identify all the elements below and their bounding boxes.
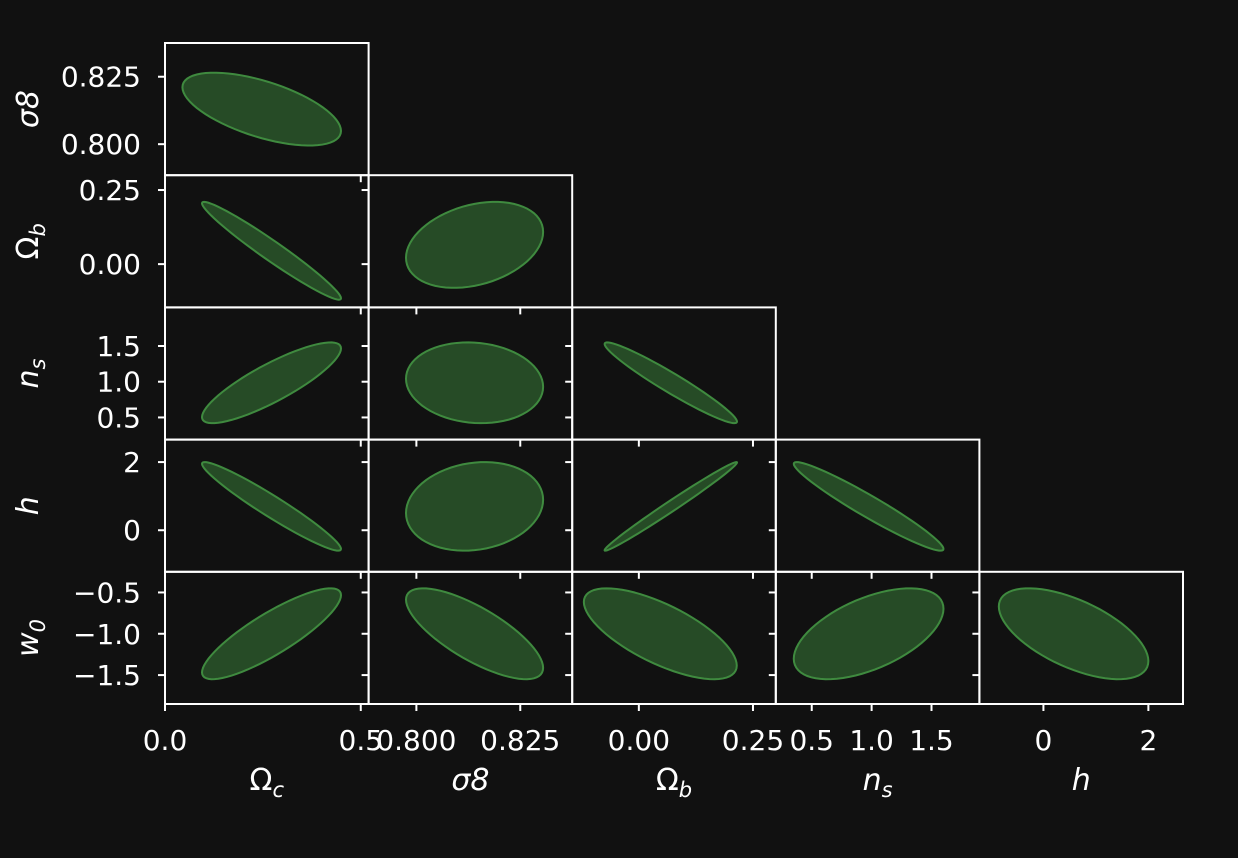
xaxis-label-h: h bbox=[1072, 763, 1091, 798]
xtick-label: 1.0 bbox=[849, 724, 894, 757]
yaxis-label-Ob: Ωb bbox=[11, 223, 50, 259]
ellipse-r2-c2 bbox=[603, 341, 739, 425]
xaxis-label-ns: ns bbox=[863, 763, 893, 802]
xtick-label: 0.0 bbox=[143, 724, 188, 757]
xtick-label: 0.25 bbox=[722, 724, 784, 757]
xtick-label: 0.00 bbox=[608, 724, 670, 757]
panel-frame-r4-c4 bbox=[978, 570, 1185, 705]
ytick-label: 0.5 bbox=[96, 401, 141, 434]
ytick-label: −1.5 bbox=[73, 659, 141, 692]
xaxis-label-s8: σ8 bbox=[451, 763, 489, 798]
ytick-label: 1.5 bbox=[96, 330, 141, 363]
xtick-label: 0.825 bbox=[480, 724, 560, 757]
ellipse-r4-c4 bbox=[997, 587, 1150, 681]
xtick-label: 0.5 bbox=[339, 724, 384, 757]
ellipse-r1-c1 bbox=[404, 200, 545, 289]
ytick-label: 1.0 bbox=[96, 366, 141, 399]
xtick-label: 0.5 bbox=[789, 724, 834, 757]
yaxis-label-w0: w0 bbox=[11, 619, 50, 657]
ellipse-r4-c3 bbox=[792, 587, 945, 681]
ellipse-r3-c2 bbox=[603, 461, 739, 552]
yaxis-label-h: h bbox=[11, 496, 46, 515]
ellipse-r3-c1 bbox=[404, 461, 545, 552]
ellipse-r4-c2 bbox=[582, 587, 738, 681]
ellipse-r2-c0 bbox=[200, 341, 343, 425]
xtick-label: 0.800 bbox=[376, 724, 456, 757]
ytick-label: 0.800 bbox=[61, 128, 141, 161]
ellipse-r3-c0 bbox=[200, 461, 343, 552]
ytick-label: −1.0 bbox=[73, 618, 141, 651]
ellipse-layer bbox=[181, 71, 1150, 681]
tick-layer bbox=[158, 75, 1150, 711]
ellipse-r0-c0 bbox=[181, 71, 343, 147]
label-layer: 0.8000.8250.000.250.51.01.502−0.5−1.0−1.… bbox=[11, 61, 1157, 802]
ytick-label: 0.00 bbox=[79, 248, 141, 281]
ellipse-r2-c1 bbox=[404, 341, 545, 425]
xaxis-label-Oc: Ωc bbox=[250, 763, 285, 802]
xaxis-label-Ob: Ωb bbox=[656, 763, 692, 802]
ytick-label: 0 bbox=[123, 514, 141, 547]
yaxis-label-ns: ns bbox=[11, 358, 50, 388]
ytick-label: −0.5 bbox=[73, 576, 141, 609]
ytick-label: 0.25 bbox=[79, 174, 141, 207]
ellipse-r4-c0 bbox=[200, 587, 343, 681]
ellipse-r4-c1 bbox=[404, 587, 545, 681]
ytick-label: 0.825 bbox=[61, 61, 141, 94]
ellipse-r1-c0 bbox=[200, 200, 343, 301]
ellipse-r3-c3 bbox=[792, 461, 945, 552]
xtick-label: 2 bbox=[1139, 724, 1157, 757]
xtick-label: 0 bbox=[1035, 724, 1053, 757]
frame-layer bbox=[164, 42, 1185, 705]
yaxis-label-s8: σ8 bbox=[11, 90, 46, 128]
xtick-label: 1.5 bbox=[909, 724, 954, 757]
ytick-label: 2 bbox=[123, 446, 141, 479]
